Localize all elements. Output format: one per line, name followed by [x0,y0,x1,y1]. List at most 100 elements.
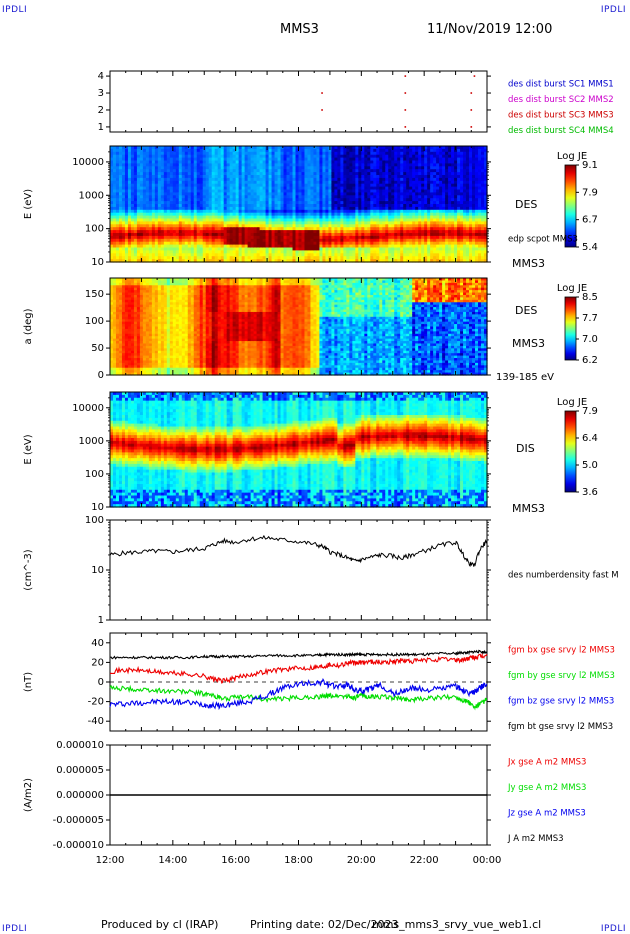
spectrogram-cell [112,206,117,211]
spectrogram-cell [130,183,135,188]
spectrogram-cell [439,154,443,159]
spectrogram-cell [148,166,153,170]
spectrogram-cell [136,218,141,222]
spectrogram-cell [160,192,165,196]
spectrogram-cell [277,241,282,246]
spectrogram-cell [436,183,440,188]
spectrogram-cell [370,180,374,185]
spectrogram-cell [466,148,470,153]
spectrogram-cell [166,227,171,231]
spectrogram-cell [124,221,129,225]
spectrogram-cell [259,221,264,225]
spectrogram-cell [154,256,159,260]
spectrogram-cell [232,247,237,251]
spectrogram-cell [265,201,270,205]
spectrogram-cell [385,227,389,231]
spectrogram-cell [295,230,300,234]
spectrogram-cell [151,218,156,222]
spectrogram-cell [397,151,401,156]
spectrogram-cell [457,215,461,220]
spectrogram-cell [271,146,276,150]
spectrogram-cell [157,218,162,222]
spectrogram-cell [190,151,195,156]
spectrogram-cell [211,192,216,196]
spectrogram-cell [373,189,377,193]
spectrogram-cell [418,195,422,199]
spectrogram-cell [130,169,135,173]
spectrogram-cell [313,154,318,159]
spectrogram-cell [250,256,255,260]
spectrogram-cell [154,247,159,251]
spectrogram-cell [241,247,246,251]
spectrogram-cell [442,186,446,191]
spectrogram-cell [340,209,344,214]
spectrogram-cell [160,175,165,179]
spectrogram-cell [436,163,440,167]
spectrogram-cell [187,212,192,217]
spectrogram-cell [226,180,231,185]
spectrogram-cell [394,195,398,199]
spectrogram-cell [400,215,404,220]
spectrogram-cell [226,154,231,159]
spectrogram-cell [259,259,264,263]
spectrogram-cell [229,253,234,257]
spectrogram-cell [397,244,401,249]
spectrogram-cell [313,218,318,222]
spectrogram-cell [133,209,138,214]
spectrogram-cell [205,166,210,170]
spectrogram-cell [250,160,255,164]
spectrogram-cell [187,224,192,228]
spectrogram-cell [118,209,123,214]
spectrogram-cell [361,230,365,234]
spectrogram-cell [340,259,344,263]
spectrogram-cell [142,221,147,225]
spectrogram-cell [385,160,389,164]
spectrogram-cell [388,212,392,217]
spectrogram-cell [148,238,153,243]
spectrogram-cell [199,186,204,191]
spectrogram-cell [169,256,174,260]
spectrogram-cell [385,238,389,243]
spectrogram-cell [262,157,267,162]
spectrogram-cell [331,227,335,231]
spectrogram-cell [319,183,324,188]
spectrogram-cell [397,215,401,220]
spectrogram-cell [451,224,455,228]
spectrogram-cell [361,206,365,211]
spectrogram-cell [190,169,195,173]
spectrogram-cell [433,250,437,254]
spectrogram-cell [385,250,389,254]
spectrogram-cell [280,218,285,222]
spectrogram-cell [256,148,261,153]
spectrogram-cell [139,253,144,257]
spectrogram-cell [298,146,303,150]
spectrogram-cell [175,247,180,251]
spectrogram-cell [265,215,270,220]
spectrogram-cell [202,244,207,249]
spectrogram-cell [115,166,120,170]
spectrogram-cell [394,180,398,185]
spectrogram-cell [376,230,380,234]
spectrogram-cell [394,221,398,225]
spectrogram-cell [313,227,318,231]
spectrogram-cell [121,212,126,217]
spectrogram-cell [130,172,135,176]
spectrogram-cell [316,224,321,228]
spectrogram-cell [127,183,132,188]
spectrogram-cell [283,250,288,254]
spectrogram-cell [265,256,270,260]
spectrogram-cell [325,253,330,257]
spectrogram-cell [232,241,237,246]
spectrogram-cell [358,183,362,188]
spectrogram-cell [295,166,300,170]
spectrogram-cell [280,195,285,199]
spectrogram-cell [250,177,255,182]
spectrogram-cell [457,206,461,211]
spectrogram-cell [110,215,114,220]
spectrogram-cell [154,198,159,202]
spectrogram-cell [110,256,114,260]
spectrogram-cell [385,212,389,217]
spectrogram-cell [268,201,273,205]
spectrogram-cell [175,212,180,217]
spectrogram-cell [262,233,267,237]
